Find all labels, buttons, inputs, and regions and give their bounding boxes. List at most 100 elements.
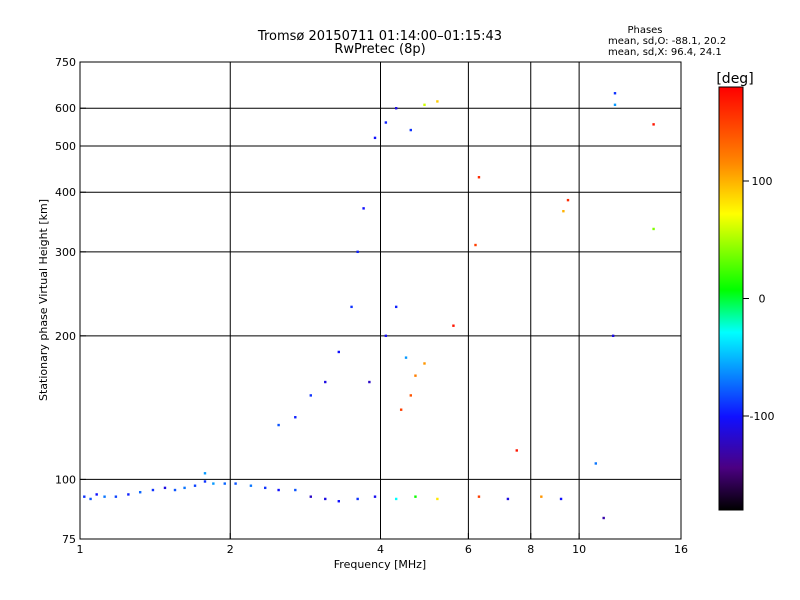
- data-point: [414, 374, 417, 377]
- data-point: [540, 495, 543, 498]
- x-tick-label: 4: [377, 543, 384, 556]
- data-point: [309, 394, 312, 397]
- colorbar-label: [deg]: [716, 71, 753, 87]
- data-point: [613, 92, 617, 95]
- data-point: [294, 488, 297, 492]
- data-point: [309, 495, 312, 498]
- data-point: [368, 380, 371, 384]
- data-point: [611, 334, 615, 338]
- data-point: [183, 486, 186, 490]
- data-point: [223, 482, 226, 485]
- data-point: [373, 136, 377, 140]
- data-point: [203, 480, 207, 483]
- colorbar-ticks: 100 0 -100: [743, 175, 774, 423]
- grid-lines: [80, 62, 681, 539]
- x-tick-label: 8: [527, 543, 534, 556]
- data-point: [559, 497, 563, 501]
- data-point: [356, 497, 359, 501]
- y-tick-label: 750: [55, 56, 76, 69]
- y-tick-label: 100: [55, 473, 76, 486]
- data-point: [399, 408, 403, 411]
- data-point: [83, 495, 86, 498]
- data-point: [384, 121, 388, 124]
- data-point: [277, 423, 280, 427]
- data-point: [423, 362, 426, 365]
- data-point: [436, 100, 439, 103]
- data-point: [436, 497, 439, 501]
- phase-stats-x: mean, sd,X: 96.4, 24.1: [608, 47, 722, 58]
- y-tick-label: 400: [55, 186, 76, 199]
- data-point: [234, 482, 237, 485]
- data-point: [212, 482, 215, 485]
- data-point: [477, 176, 481, 179]
- y-axis-ticks: 75 100 200 300 400 500 600 750: [55, 56, 86, 546]
- x-tick-label: 2: [227, 543, 234, 556]
- data-point: [594, 462, 598, 465]
- x-tick-label: 6: [465, 543, 472, 556]
- y-tick-label: 200: [55, 330, 76, 343]
- data-point: [394, 497, 398, 501]
- y-tick-label: 75: [62, 533, 76, 546]
- x-tick-label: 16: [674, 543, 688, 556]
- data-point: [452, 324, 455, 327]
- data-point: [404, 356, 408, 359]
- data-point: [114, 495, 118, 498]
- data-point: [515, 449, 518, 452]
- data-point: [384, 334, 388, 338]
- data-point: [566, 198, 570, 202]
- data-points: [83, 92, 655, 520]
- x-tick-label: 10: [572, 543, 586, 556]
- x-axis-label: Frequency [MHz]: [334, 558, 426, 571]
- data-point: [337, 500, 341, 503]
- data-point: [506, 497, 510, 501]
- colorbar-tick-label: 0: [759, 293, 766, 306]
- data-point: [324, 497, 327, 501]
- data-point: [356, 250, 359, 254]
- phase-stats-o: mean, sd,O: -88.1, 20.2: [608, 36, 726, 47]
- colorbar: [718, 86, 744, 511]
- data-point: [423, 103, 426, 107]
- data-point: [474, 243, 477, 247]
- y-tick-label: 300: [55, 246, 76, 259]
- x-tick-label: 1: [77, 543, 84, 556]
- y-axis-label: Stationary phase Virtual Height [km]: [37, 199, 50, 401]
- data-point: [203, 472, 207, 475]
- colorbar-tick-label: -100: [750, 410, 775, 423]
- data-point: [409, 128, 412, 132]
- data-point: [151, 488, 155, 492]
- colorbar-tick-label: 100: [752, 175, 773, 188]
- chart-title: Tromsø 20150711 01:14:00–01:15:43: [257, 29, 502, 44]
- data-point: [362, 207, 365, 210]
- data-point: [652, 227, 655, 231]
- data-point: [477, 495, 481, 498]
- data-point: [613, 103, 617, 107]
- data-point: [264, 486, 267, 490]
- data-point: [409, 394, 412, 397]
- data-point: [350, 305, 353, 309]
- data-point: [394, 107, 398, 110]
- y-tick-label: 500: [55, 140, 76, 153]
- data-point: [394, 305, 398, 309]
- data-point: [163, 486, 167, 490]
- data-point: [89, 497, 92, 501]
- data-point: [294, 416, 297, 419]
- data-point: [277, 488, 280, 492]
- data-point: [337, 350, 341, 354]
- data-point: [562, 209, 565, 213]
- data-point: [249, 484, 253, 487]
- data-point: [324, 380, 327, 384]
- data-point: [95, 493, 98, 496]
- data-point: [414, 495, 417, 498]
- data-point: [373, 495, 377, 498]
- data-point: [138, 491, 142, 494]
- data-point: [652, 123, 655, 126]
- data-point: [103, 495, 106, 498]
- y-tick-label: 600: [55, 102, 76, 115]
- data-point: [127, 493, 130, 496]
- phase-stats-title: Phases: [627, 25, 662, 36]
- x-axis-ticks: 1 2 4 6 8 10 16: [77, 533, 688, 556]
- chart-subtitle: RwPretec (8p): [334, 42, 425, 57]
- data-point: [602, 516, 605, 520]
- data-point: [193, 484, 197, 487]
